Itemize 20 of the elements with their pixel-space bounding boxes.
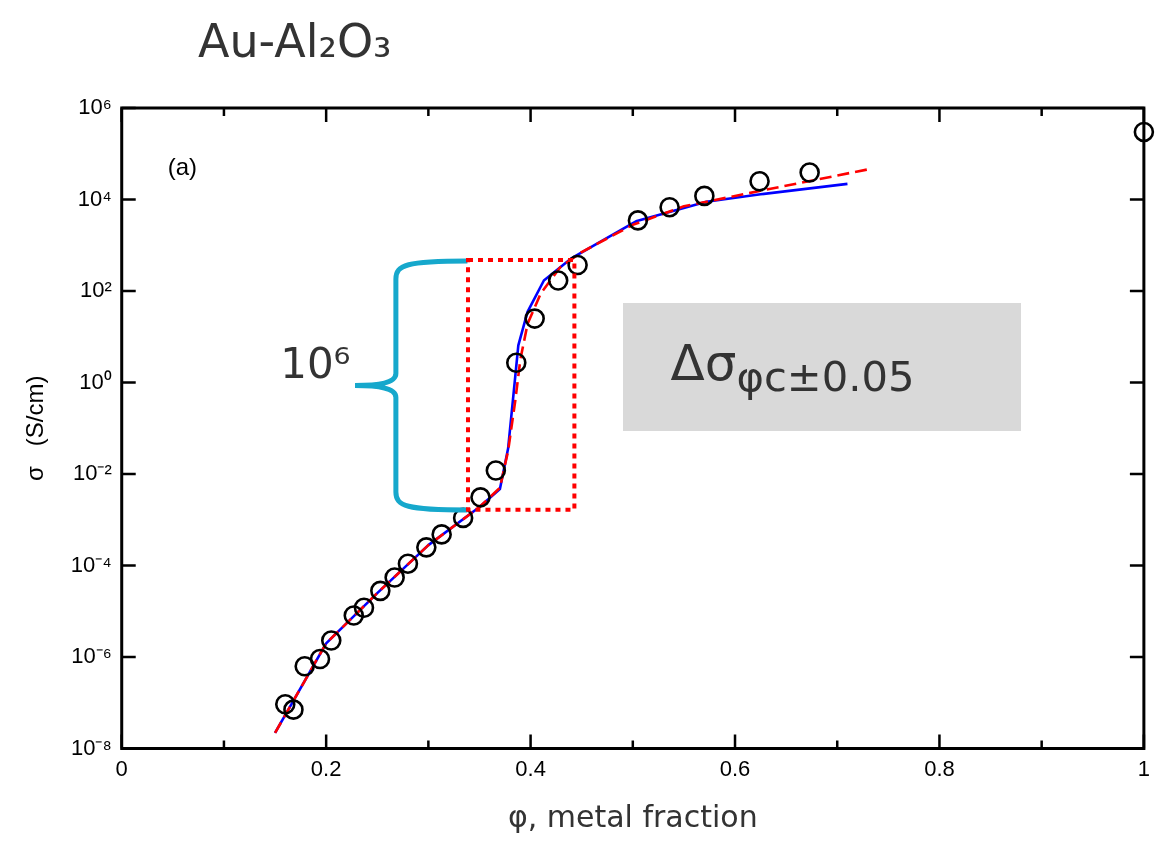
x-tick-label: 0.6 bbox=[719, 755, 751, 781]
x-tick-label: 0.4 bbox=[515, 755, 546, 781]
annotation: Δσ$_{φc±0.05}$ bbox=[670, 333, 915, 401]
annotation: (a) bbox=[167, 152, 198, 181]
y-tick-label: 10⁻⁴ bbox=[70, 551, 112, 577]
y-tick-label: 10⁻² bbox=[72, 460, 112, 486]
x-tick-label: 0.8 bbox=[924, 755, 955, 781]
x-tick-label: 1 bbox=[1137, 755, 1151, 781]
y-tick-label: 10⁻⁸ bbox=[70, 734, 112, 760]
chart-title: Au-Al₂O₃ bbox=[198, 14, 392, 68]
y-tick-label: 10² bbox=[79, 277, 112, 303]
x-tick-label: 0 bbox=[115, 755, 128, 781]
annotation: 10⁶ bbox=[280, 338, 351, 388]
x-axis-title: φ, metal fraction bbox=[507, 798, 758, 834]
y-tick-label: 10⁰ bbox=[79, 368, 112, 394]
y-axis-title: σ (S/cm) bbox=[21, 375, 49, 482]
y-tick-label: 10⁶ bbox=[78, 94, 112, 120]
y-tick-label: 10⁴ bbox=[77, 185, 112, 211]
x-tick-label: 0.2 bbox=[310, 755, 342, 781]
y-tick-label: 10⁻⁶ bbox=[71, 643, 112, 669]
